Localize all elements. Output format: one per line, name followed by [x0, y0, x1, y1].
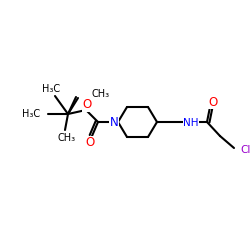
- Text: CH₃: CH₃: [58, 133, 76, 143]
- Text: NH: NH: [183, 118, 199, 128]
- Text: Cl: Cl: [240, 145, 250, 155]
- Text: O: O: [86, 136, 94, 149]
- Text: N: N: [110, 116, 118, 128]
- Text: O: O: [82, 98, 92, 112]
- Text: H₃C: H₃C: [22, 109, 40, 119]
- Text: H₃C: H₃C: [42, 84, 60, 94]
- Text: CH₃: CH₃: [92, 89, 110, 99]
- Text: O: O: [208, 96, 218, 108]
